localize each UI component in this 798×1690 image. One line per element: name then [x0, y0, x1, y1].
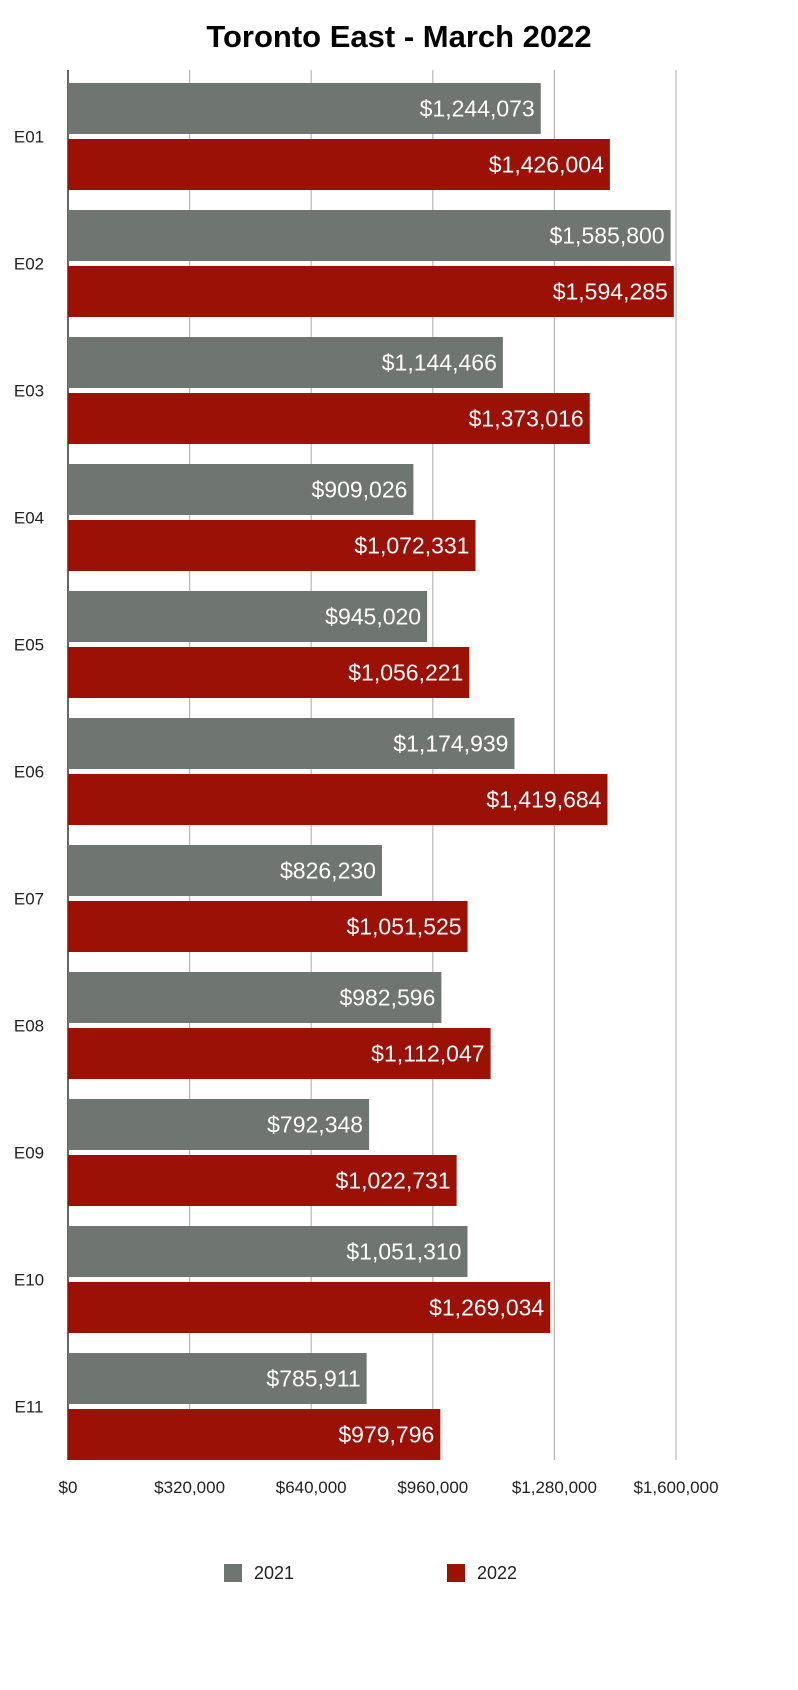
category-label-E05: E05 [14, 636, 44, 655]
data-label-2021-E11: $785,911 [266, 1366, 360, 1392]
legend-label-2021: 2021 [254, 1563, 294, 1583]
legend-swatch-2022 [447, 1564, 465, 1582]
data-label-2021-E10: $1,051,310 [346, 1239, 461, 1265]
x-tick-label: $0 [59, 1478, 78, 1497]
bar-2021-E08 [68, 972, 442, 1023]
bar-2022-E07 [68, 901, 468, 952]
bar-2022-E10 [68, 1282, 551, 1333]
category-label-E02: E02 [14, 255, 44, 274]
bar-2022-E11 [68, 1409, 441, 1460]
data-label-2021-E08: $982,596 [339, 985, 435, 1011]
bar-2021-E02 [68, 210, 671, 261]
category-label-E06: E06 [14, 763, 44, 782]
data-label-2021-E01: $1,244,073 [420, 96, 535, 122]
data-label-2022-E11: $979,796 [338, 1422, 434, 1448]
x-tick-label: $1,600,000 [633, 1478, 718, 1497]
x-tick-label: $1,280,000 [512, 1478, 597, 1497]
data-label-2022-E10: $1,269,034 [429, 1295, 544, 1321]
data-label-2022-E02: $1,594,285 [553, 279, 668, 305]
data-label-2022-E04: $1,072,331 [354, 533, 469, 559]
legend: 2021 2022 [224, 1563, 517, 1583]
bar-2021-E05 [68, 591, 428, 642]
data-label-2021-E09: $792,348 [267, 1112, 363, 1138]
x-tick-label: $640,000 [276, 1478, 347, 1497]
category-label-E01: E01 [14, 128, 44, 147]
data-label-2022-E03: $1,373,016 [469, 406, 584, 432]
x-tick-label: $320,000 [154, 1478, 225, 1497]
bar-2021-E06 [68, 718, 515, 769]
bar-2022-E01 [68, 139, 610, 190]
bar-2021-E07 [68, 845, 382, 896]
category-label-E08: E08 [14, 1017, 44, 1036]
bar-2021-E09 [68, 1099, 370, 1150]
data-label-2022-E01: $1,426,004 [489, 152, 604, 178]
bar-2021-E04 [68, 464, 414, 515]
data-label-2021-E05: $945,020 [325, 604, 421, 630]
category-label-E11: E11 [15, 1398, 44, 1417]
bar-2022-E06 [68, 774, 608, 825]
category-label-E04: E04 [14, 509, 44, 528]
data-label-2022-E09: $1,022,731 [336, 1168, 451, 1194]
category-label-E07: E07 [14, 890, 44, 909]
bar-2022-E08 [68, 1028, 491, 1079]
bar-2022-E09 [68, 1155, 457, 1206]
bar-2021-E01 [68, 83, 541, 134]
bar-2022-E03 [68, 393, 590, 444]
category-label-E09: E09 [14, 1144, 44, 1163]
bar-2022-E05 [68, 647, 470, 698]
data-label-2022-E08: $1,112,047 [371, 1041, 484, 1067]
category-label-E10: E10 [14, 1271, 44, 1290]
category-labels: E01 E02 E03 E04 E05 E06 E07 E08 E09 E10 E11 [14, 128, 44, 1417]
bars: $1,244,073 $1,426,004 $1,585,800 $1,594,285… [68, 83, 674, 1460]
data-label-2021-E04: $909,026 [311, 477, 407, 503]
bar-2021-E03 [68, 337, 503, 388]
bar-2022-E02 [68, 266, 674, 317]
data-label-2021-E07: $826,230 [280, 858, 376, 884]
data-label-2021-E03: $1,144,466 [382, 350, 497, 376]
x-axis-ticks: $0 $320,000 $640,000 $960,000 $1,280,000 $1,6… [59, 1478, 719, 1497]
bar-2021-E11 [68, 1353, 367, 1404]
data-label-2021-E02: $1,585,800 [549, 223, 664, 249]
chart-title: Toronto East - March 2022 [206, 19, 591, 54]
legend-swatch-2021 [224, 1564, 242, 1582]
data-label-2021-E06: $1,174,939 [393, 731, 508, 757]
bar-2022-E04 [68, 520, 476, 571]
x-tick-label: $960,000 [397, 1478, 468, 1497]
data-label-2022-E05: $1,056,221 [348, 660, 463, 686]
legend-label-2022: 2022 [477, 1563, 517, 1583]
data-label-2022-E07: $1,051,525 [346, 914, 461, 940]
category-label-E03: E03 [14, 382, 44, 401]
bar-2021-E10 [68, 1226, 468, 1277]
data-label-2022-E06: $1,419,684 [486, 787, 601, 813]
